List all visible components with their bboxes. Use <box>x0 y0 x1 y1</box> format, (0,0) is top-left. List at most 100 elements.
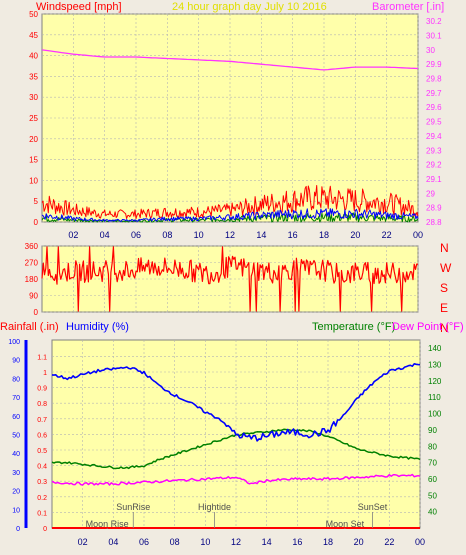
direction-y-tick: 180 <box>25 275 39 284</box>
windspeed-label: Windspeed [mph] <box>36 1 122 13</box>
weather-x-tick: 10 <box>200 537 210 547</box>
wind-x-tick: 08 <box>162 230 172 240</box>
humidity-y-tick: 60 <box>12 414 20 421</box>
direction-y-tick: 270 <box>25 259 39 268</box>
barometer-y-tick: 29.5 <box>426 118 442 127</box>
weather-x-tick: 12 <box>231 537 241 547</box>
weather-x-tick: 06 <box>139 537 149 547</box>
temperature-y-tick: 50 <box>428 491 437 500</box>
annotation-label: SunSet <box>358 502 388 512</box>
rain-y-tick: 0.5 <box>37 448 47 455</box>
barometer-y-tick: 30 <box>426 46 435 55</box>
barometer-y-tick: 28.8 <box>426 218 442 227</box>
wind-y-tick: 20 <box>29 135 38 144</box>
wind-direction-panel: 0 90 180 270 360 <box>25 242 419 317</box>
wind-x-tick: 10 <box>194 230 204 240</box>
humidity-y-tick: 50 <box>12 432 20 439</box>
dewpoint-label: Dew Point (°F) <box>392 321 464 333</box>
direction-label-s: S <box>440 281 448 295</box>
temperature-y-tick: 120 <box>428 377 442 386</box>
rain-y-tick: 0.2 <box>37 495 47 502</box>
rain-y-tick: 0.8 <box>37 401 47 408</box>
rain-y-tick: 0.1 <box>37 510 47 517</box>
barometer-line <box>41 49 419 71</box>
weather-x-tick: 16 <box>292 537 302 547</box>
barometer-y-tick: 29.8 <box>426 75 442 84</box>
rain-y-tick: 0.4 <box>37 464 47 471</box>
humidity-y-tick: 0 <box>16 526 20 533</box>
wind-x-tick: 20 <box>350 230 360 240</box>
direction-label-n-bottom: N <box>440 321 449 335</box>
barometer-y-tick: 29.1 <box>426 175 442 184</box>
humidity-y-tick: 10 <box>12 507 20 514</box>
wind-y-tick: 25 <box>29 114 38 123</box>
barometer-y-tick: 29.9 <box>426 60 442 69</box>
rain-y-tick: 0 <box>43 526 47 533</box>
weather-x-tick: 22 <box>384 537 394 547</box>
wind-x-tick: 12 <box>225 230 235 240</box>
barometer-y-tick: 30.1 <box>426 32 442 41</box>
barometer-y-tick: 29.7 <box>426 89 442 98</box>
barometer-y-tick: 28.9 <box>426 204 442 213</box>
humidity-y-tick: 90 <box>12 358 20 365</box>
weather-x-tick: 04 <box>108 537 118 547</box>
wind-barometer-panel: 0 5 10 15 20 25 30 35 40 45 50 28.8 28.9 29 29.1 29.2 29… <box>29 10 442 240</box>
direction-label-n-top: N <box>440 241 449 255</box>
wind-y-tick: 45 <box>29 31 38 40</box>
wind-x-tick: 06 <box>131 230 141 240</box>
barometer-y-tick: 30.2 <box>426 17 442 26</box>
wind-direction-line <box>41 246 419 312</box>
wind-x-tick: 04 <box>100 230 110 240</box>
direction-label-e: E <box>440 301 448 315</box>
temperature-y-tick: 100 <box>428 410 442 419</box>
wind-x-tick: 00 <box>413 230 423 240</box>
wind-y-tick: 35 <box>29 72 38 81</box>
wind-gust-line <box>41 185 419 220</box>
temperature-y-tick: 140 <box>428 344 442 353</box>
humidity-y-tick: 20 <box>12 489 20 496</box>
barometer-y-tick: 29.6 <box>426 103 442 112</box>
chart-title: 24 hour graph day July 10 2016 <box>172 1 327 13</box>
dewpoint-line <box>51 473 421 486</box>
barometer-label: Barometer [.in] <box>372 1 444 13</box>
rain-y-tick: 0.6 <box>37 432 47 439</box>
annotation-label: Moon Rise <box>86 519 129 529</box>
rain-y-tick: 1.1 <box>37 354 47 361</box>
annotation-label: Moon Set <box>326 519 365 529</box>
wind-x-tick: 18 <box>319 230 329 240</box>
direction-y-tick: 0 <box>34 308 39 317</box>
humidity-y-tick: 100 <box>8 339 20 346</box>
barometer-y-tick: 29.2 <box>426 161 442 170</box>
humidity-y-tick: 30 <box>12 470 20 477</box>
weather-x-tick: 14 <box>262 537 272 547</box>
weather-x-tick: 08 <box>170 537 180 547</box>
temperature-y-tick: 80 <box>428 442 437 451</box>
humidity-y-tick: 70 <box>12 395 20 402</box>
temperature-y-tick: 130 <box>428 361 442 370</box>
wind-x-tick: 02 <box>68 230 78 240</box>
weather-x-tick: 02 <box>78 537 88 547</box>
wind-y-tick: 30 <box>29 93 38 102</box>
rain-y-tick: 1 <box>43 370 47 377</box>
direction-label-w: W <box>440 261 452 275</box>
temperature-y-tick: 110 <box>428 393 441 402</box>
humidity-y-tick: 40 <box>12 451 20 458</box>
barometer-y-tick: 29.3 <box>426 146 442 155</box>
wind-x-tick: 22 <box>382 230 392 240</box>
wind-y-tick: 40 <box>29 52 38 61</box>
temperature-y-tick: 70 <box>428 459 437 468</box>
weather-panel: 010203040506070809010000.10.20.30.40.50.… <box>8 339 442 547</box>
rainfall-label: Rainfall (.in) <box>0 321 59 333</box>
wind-avg-line <box>41 208 419 222</box>
wind-x-tick: 14 <box>256 230 266 240</box>
wind-y-tick: 5 <box>34 197 39 206</box>
direction-y-tick: 90 <box>29 292 38 301</box>
barometer-y-tick: 29.4 <box>426 132 442 141</box>
wind-y-tick: 15 <box>29 156 38 165</box>
humidity-line <box>51 362 421 442</box>
wind-y-tick: 0 <box>34 218 39 227</box>
annotation-label: SunRise <box>116 502 150 512</box>
humidity-y-tick: 80 <box>12 376 20 383</box>
wind-x-tick: 16 <box>288 230 298 240</box>
temperature-y-tick: 90 <box>428 426 437 435</box>
